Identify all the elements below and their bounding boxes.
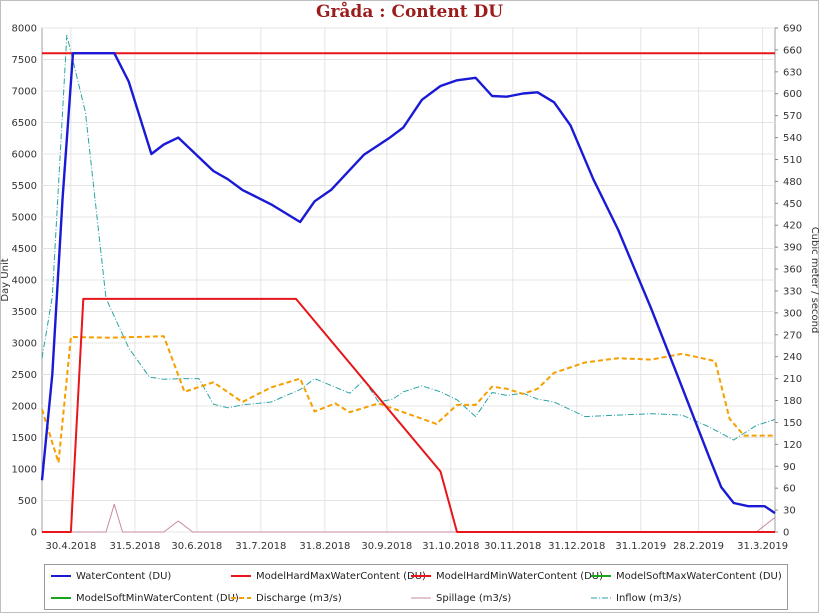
- y-tick-label-left: 7000: [12, 87, 37, 98]
- x-tick-label: 30.11.2018: [484, 541, 541, 552]
- legend-item: Inflow (m3/s): [591, 591, 682, 605]
- y-tick-label-left: 1000: [12, 465, 37, 476]
- y-tick-label-left: 5000: [12, 213, 37, 224]
- x-tick-label: 30.6.2018: [171, 541, 222, 552]
- legend-swatch: [51, 597, 71, 599]
- y-tick-label-right: 630: [783, 67, 802, 78]
- legend-label: Spillage (m3/s): [436, 592, 512, 604]
- y-axis-label-left: Day Unit: [0, 258, 11, 301]
- y-tick-label-left: 7500: [12, 55, 37, 66]
- y-tick-label-right: 540: [783, 133, 802, 144]
- y-tick-label-right: 120: [783, 440, 802, 451]
- legend-swatch: [411, 597, 431, 599]
- chart-title: Gråda : Content DU: [315, 2, 504, 22]
- y-tick-label-right: 570: [783, 111, 802, 122]
- legend-item: Discharge (m3/s): [231, 591, 342, 605]
- y-tick-label-left: 5500: [12, 181, 37, 192]
- y-tick-label-right: 510: [783, 155, 802, 166]
- legend-swatch: [231, 597, 251, 599]
- y-tick-label-left: 6500: [12, 118, 37, 129]
- y-tick-label-left: 2000: [12, 402, 37, 413]
- y-tick-label-right: 420: [783, 221, 802, 232]
- x-tick-label: 31.1.2019: [615, 541, 666, 552]
- series-line-watercontent-du: [40, 52, 776, 515]
- y-tick-label-right: 360: [783, 265, 802, 276]
- legend-item: Spillage (m3/s): [411, 591, 511, 605]
- y-tick-label-right: 600: [783, 89, 802, 100]
- x-tick-label: 30.4.2018: [45, 541, 96, 552]
- y-tick-label-right: 450: [783, 199, 802, 210]
- x-tick-label: 31.8.2018: [299, 541, 350, 552]
- y-tick-label-left: 4500: [12, 244, 37, 255]
- y-tick-label-right: 60: [783, 484, 796, 495]
- legend-swatch: [591, 597, 611, 599]
- y-tick-label-left: 8000: [12, 24, 37, 35]
- series-line-modelhardminwatercontent-du: [42, 297, 775, 533]
- legend-item: ModelSoftMaxWaterContent (DU): [591, 569, 782, 583]
- x-tick-label: 31.12.2018: [548, 541, 605, 552]
- y-tick-label-right: 690: [783, 24, 802, 35]
- legend-label: ModelSoftMaxWaterContent (DU): [616, 570, 782, 582]
- x-tick-label: 28.2.2019: [673, 541, 724, 552]
- series-line-discharge-m3-s: [41, 335, 775, 464]
- y-tick-label-right: 330: [783, 286, 802, 297]
- y-tick-label-right: 480: [783, 177, 802, 188]
- legend-label: WaterContent (DU): [76, 570, 172, 582]
- y-tick-label-right: 30: [783, 506, 796, 517]
- y-tick-label-left: 0: [31, 528, 37, 539]
- legend-swatch: [591, 575, 611, 577]
- legend-swatch: [231, 575, 251, 577]
- legend-item: WaterContent (DU): [51, 569, 171, 583]
- x-tick-label: 31.7.2018: [235, 541, 286, 552]
- legend-swatch: [411, 575, 431, 577]
- y-tick-label-left: 3500: [12, 307, 37, 318]
- series-line-inflow-m3-s: [41, 34, 776, 441]
- y-tick-label-right: 150: [783, 418, 802, 429]
- legend-label: Inflow (m3/s): [616, 592, 682, 604]
- y-tick-label-left: 500: [18, 496, 37, 507]
- x-tick-label: 31.3.2019: [737, 541, 788, 552]
- y-tick-label-right: 210: [783, 374, 802, 385]
- y-tick-label-right: 300: [783, 308, 802, 319]
- y-tick-label-left: 3000: [12, 339, 37, 350]
- x-tick-label: 31.5.2018: [109, 541, 160, 552]
- legend-label: ModelHardMinWaterContent (DU): [436, 570, 604, 582]
- legend-item: ModelSoftMinWaterContent (DU): [51, 591, 239, 605]
- chart-plot: 0500100015002000250030003500400045005000…: [0, 24, 819, 553]
- x-tick-label: 31.10.2018: [422, 541, 479, 552]
- chart-legend: WaterContent (DU) ModelHardMaxWaterConten…: [44, 564, 788, 610]
- y-tick-label-right: 240: [783, 352, 802, 363]
- y-axis-label-right: Cubic meter / second: [809, 227, 819, 334]
- legend-label: Discharge (m3/s): [256, 592, 342, 604]
- y-tick-label-right: 0: [783, 528, 789, 539]
- y-tick-label-right: 90: [783, 462, 796, 473]
- x-tick-label: 30.9.2018: [361, 541, 412, 552]
- legend-item: ModelHardMaxWaterContent (DU): [231, 569, 426, 583]
- legend-swatch: [51, 575, 71, 577]
- y-tick-label-left: 2500: [12, 370, 37, 381]
- legend-label: ModelHardMaxWaterContent (DU): [256, 570, 426, 582]
- legend-item: ModelHardMinWaterContent (DU): [411, 569, 603, 583]
- y-tick-label-right: 270: [783, 330, 802, 341]
- y-tick-label-left: 4000: [12, 276, 37, 287]
- y-tick-label-left: 6000: [12, 150, 37, 161]
- y-tick-label-right: 390: [783, 243, 802, 254]
- y-tick-label-right: 660: [783, 45, 802, 56]
- y-tick-label-left: 1500: [12, 433, 37, 444]
- legend-label: ModelSoftMinWaterContent (DU): [76, 592, 239, 604]
- y-tick-label-right: 180: [783, 396, 802, 407]
